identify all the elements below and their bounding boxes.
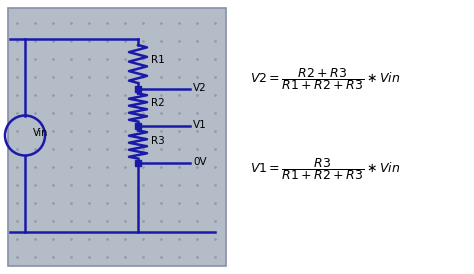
Text: R3: R3	[151, 136, 165, 145]
Text: 0V: 0V	[193, 157, 207, 167]
Text: $V2 = \dfrac{R2 + R3}{R1 + R2 + R3} \ast Vin$: $V2 = \dfrac{R2 + R3}{R1 + R2 + R3} \ast…	[250, 66, 401, 92]
Bar	[8, 8, 226, 266]
Text: $V1 = \dfrac{R3}{R1 + R2 + R3} \ast Vin$: $V1 = \dfrac{R3}{R1 + R2 + R3} \ast Vin$	[250, 156, 401, 182]
Text: Vin: Vin	[33, 129, 48, 138]
Text: V2: V2	[193, 83, 207, 93]
Text: R2: R2	[151, 98, 165, 109]
Text: R1: R1	[151, 55, 165, 65]
Text: V1: V1	[193, 120, 207, 130]
